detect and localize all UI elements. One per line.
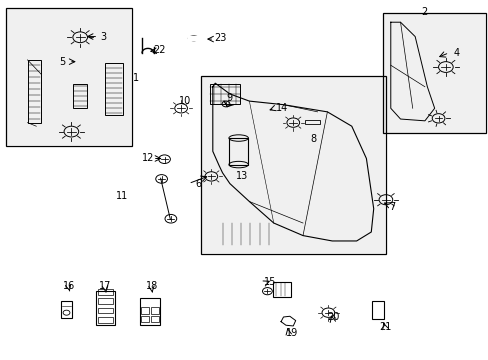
Bar bbox=[151, 307, 158, 314]
Bar bbox=[151, 316, 158, 322]
Text: 18: 18 bbox=[145, 281, 158, 291]
Text: 13: 13 bbox=[235, 171, 248, 181]
Bar bbox=[371, 301, 384, 319]
Bar bbox=[187, 36, 199, 41]
Text: 9: 9 bbox=[226, 93, 232, 103]
Bar bbox=[305, 120, 320, 125]
Text: 5: 5 bbox=[59, 57, 65, 67]
Text: 4: 4 bbox=[453, 48, 459, 58]
Text: 19: 19 bbox=[285, 328, 297, 338]
Text: 21: 21 bbox=[379, 322, 391, 332]
Text: 1: 1 bbox=[133, 73, 139, 83]
Text: 17: 17 bbox=[99, 281, 111, 291]
Bar bbox=[210, 84, 239, 104]
Bar bbox=[98, 289, 113, 295]
Text: 10: 10 bbox=[179, 96, 191, 106]
Bar bbox=[6, 9, 131, 145]
Bar bbox=[383, 13, 485, 134]
Text: 16: 16 bbox=[62, 281, 75, 291]
Bar bbox=[5, 8, 132, 146]
Bar bbox=[61, 301, 72, 318]
Text: 8: 8 bbox=[310, 134, 316, 144]
Bar bbox=[228, 138, 248, 165]
Bar bbox=[104, 63, 123, 116]
Bar bbox=[73, 84, 87, 108]
Text: 11: 11 bbox=[115, 191, 127, 201]
Text: 20: 20 bbox=[327, 312, 339, 322]
Text: 3: 3 bbox=[100, 32, 106, 41]
Bar bbox=[141, 307, 149, 314]
Text: 23: 23 bbox=[213, 33, 226, 43]
Text: 22: 22 bbox=[153, 45, 165, 55]
Bar bbox=[98, 298, 113, 304]
Bar bbox=[384, 14, 484, 133]
Bar bbox=[140, 298, 160, 325]
Bar bbox=[96, 291, 115, 325]
Bar bbox=[98, 317, 113, 323]
Bar bbox=[200, 76, 385, 253]
Text: 6: 6 bbox=[195, 179, 202, 189]
Bar bbox=[27, 60, 41, 123]
Text: 12: 12 bbox=[142, 153, 154, 163]
Text: 15: 15 bbox=[263, 277, 276, 287]
Bar bbox=[272, 282, 291, 297]
Bar bbox=[201, 77, 384, 253]
Text: 7: 7 bbox=[389, 202, 395, 212]
Bar bbox=[141, 316, 149, 322]
Text: 14: 14 bbox=[275, 103, 287, 113]
Text: 2: 2 bbox=[420, 7, 426, 17]
Bar bbox=[98, 308, 113, 314]
